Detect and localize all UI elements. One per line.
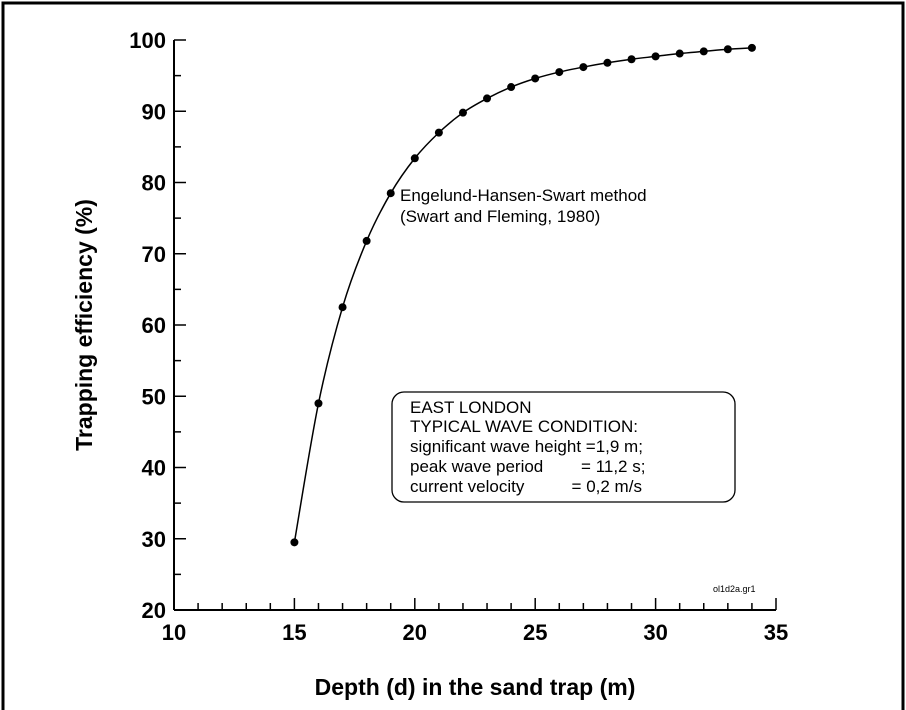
data-point (483, 94, 492, 103)
data-point (458, 108, 467, 117)
method-annotation-line1: Engelund-Hansen-Swart method (400, 186, 647, 205)
data-points (290, 43, 756, 547)
x-tick-label: 20 (403, 620, 427, 645)
x-axis-title: Depth (d) in the sand trap (m) (315, 674, 636, 700)
y-axis-title: Trapping efficiency (%) (71, 199, 97, 451)
data-point (675, 49, 684, 58)
data-point (386, 189, 395, 198)
conditions-box-border (391, 391, 736, 503)
data-point (531, 74, 540, 83)
data-point (603, 58, 612, 67)
x-tick-label: 10 (162, 620, 186, 645)
x-tick-label: 15 (282, 620, 306, 645)
data-point (362, 236, 371, 245)
data-point (507, 83, 516, 92)
data-point (723, 45, 732, 54)
y-tick-label: 20 (142, 598, 166, 623)
data-point (338, 303, 347, 312)
x-tick-labels: 10 15 20 25 30 35 (162, 620, 788, 645)
y-tick-label: 60 (142, 313, 166, 338)
data-point (699, 47, 708, 56)
x-tick-label: 25 (523, 620, 547, 645)
data-point (651, 52, 660, 61)
box-line-location: EAST LONDON (410, 398, 532, 417)
y-tick-label: 90 (142, 99, 166, 124)
data-point (627, 55, 636, 64)
data-point (579, 63, 588, 72)
y-tick-label: 100 (129, 28, 166, 53)
y-tick-label: 80 (142, 171, 166, 196)
y-tick-label: 40 (142, 456, 166, 481)
box-line-condition: TYPICAL WAVE CONDITION: (410, 417, 638, 436)
axes (173, 40, 776, 611)
box-line-wave-height: significant wave height =1,9 m; (410, 437, 643, 456)
box-line-current-velocity: current velocity = 0,2 m/s (410, 477, 642, 496)
x-tick-label: 35 (764, 620, 788, 645)
y-tick-label: 70 (142, 242, 166, 267)
y-tick-label: 30 (142, 527, 166, 552)
data-point (410, 154, 419, 163)
y-tick-label: 50 (142, 384, 166, 409)
x-tick-label: 30 (643, 620, 667, 645)
file-code-label: ol1d2a.gr1 (713, 584, 756, 594)
data-point (555, 68, 564, 77)
box-line-wave-period: peak wave period = 11,2 s; (410, 457, 645, 476)
data-point (290, 538, 299, 547)
data-point (747, 43, 756, 52)
method-annotation-line2: (Swart and Fleming, 1980) (400, 207, 600, 226)
y-tick-labels: 20 30 40 50 60 70 80 90 100 (129, 28, 166, 623)
tick-marks (173, 39, 777, 611)
data-point (434, 128, 443, 137)
data-point (314, 399, 323, 408)
conditions-box: EAST LONDON TYPICAL WAVE CONDITION: sign… (391, 391, 736, 503)
